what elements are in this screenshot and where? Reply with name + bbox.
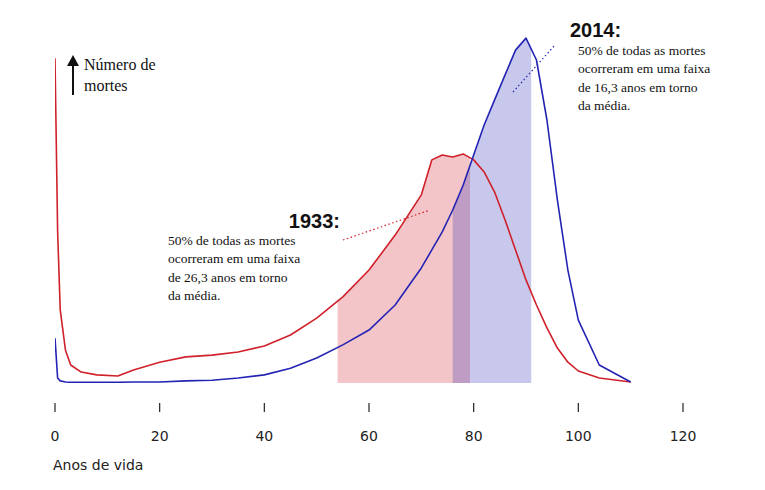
annotation-text: da média. (168, 288, 220, 303)
x-tick-label: 80 (465, 428, 483, 444)
x-axis: 0 20 40 60 80 100 120 (51, 403, 697, 444)
y-axis-label: Número de mortes (84, 56, 156, 94)
x-axis-label: Anos de vida (53, 457, 143, 473)
annotation-text: de 26,3 anos em torno (168, 270, 288, 285)
y-arrow-head (67, 55, 79, 66)
series-line (55, 38, 631, 382)
y-axis-label-line: mortes (84, 77, 128, 94)
band-area (338, 58, 470, 383)
x-tick (368, 403, 369, 412)
x-tick (264, 403, 265, 412)
annotation-leader (343, 210, 430, 240)
annotation: 2014: 50% de todas as mortes ocorreram em … (513, 19, 710, 113)
x-tick-label: 0 (51, 428, 60, 444)
annotation-title: 2014: (570, 19, 621, 41)
chart: 0 20 40 60 80 100 120 Anos de vida Número de mort… (0, 0, 765, 490)
x-tick (159, 403, 160, 412)
annotation: 1933:50% de todas as mortes ocorreram em … (168, 210, 430, 303)
annotation-text: ocorreram em uma faixa (578, 61, 710, 76)
highlight-band (338, 58, 470, 383)
x-tick-label: 100 (565, 428, 592, 444)
band-area (453, 38, 532, 383)
annotation-title: 1933: (289, 210, 340, 232)
x-tick (473, 403, 474, 412)
annotation-text: ocorreram em uma faixa (168, 251, 300, 266)
highlight-band (453, 38, 532, 383)
x-tick (578, 403, 579, 412)
annotation-text: da média. (578, 98, 630, 113)
annotation-leader (513, 45, 555, 92)
x-tick-label: 60 (360, 428, 378, 444)
x-tick (682, 403, 683, 412)
y-arrow-shaft (72, 64, 74, 95)
plot-area (55, 38, 631, 383)
annotation-text: 50% de todas as mortes (578, 43, 705, 58)
x-tick-label: 120 (670, 428, 697, 444)
y-axis-label-line: Número de (84, 56, 156, 73)
x-tick-label: 40 (255, 428, 273, 444)
x-tick (54, 403, 55, 412)
annotation-text: 50% de todas as mortes (168, 233, 295, 248)
x-tick-label: 20 (151, 428, 169, 444)
annotation-text: de 16,3 anos em torno (578, 80, 698, 95)
